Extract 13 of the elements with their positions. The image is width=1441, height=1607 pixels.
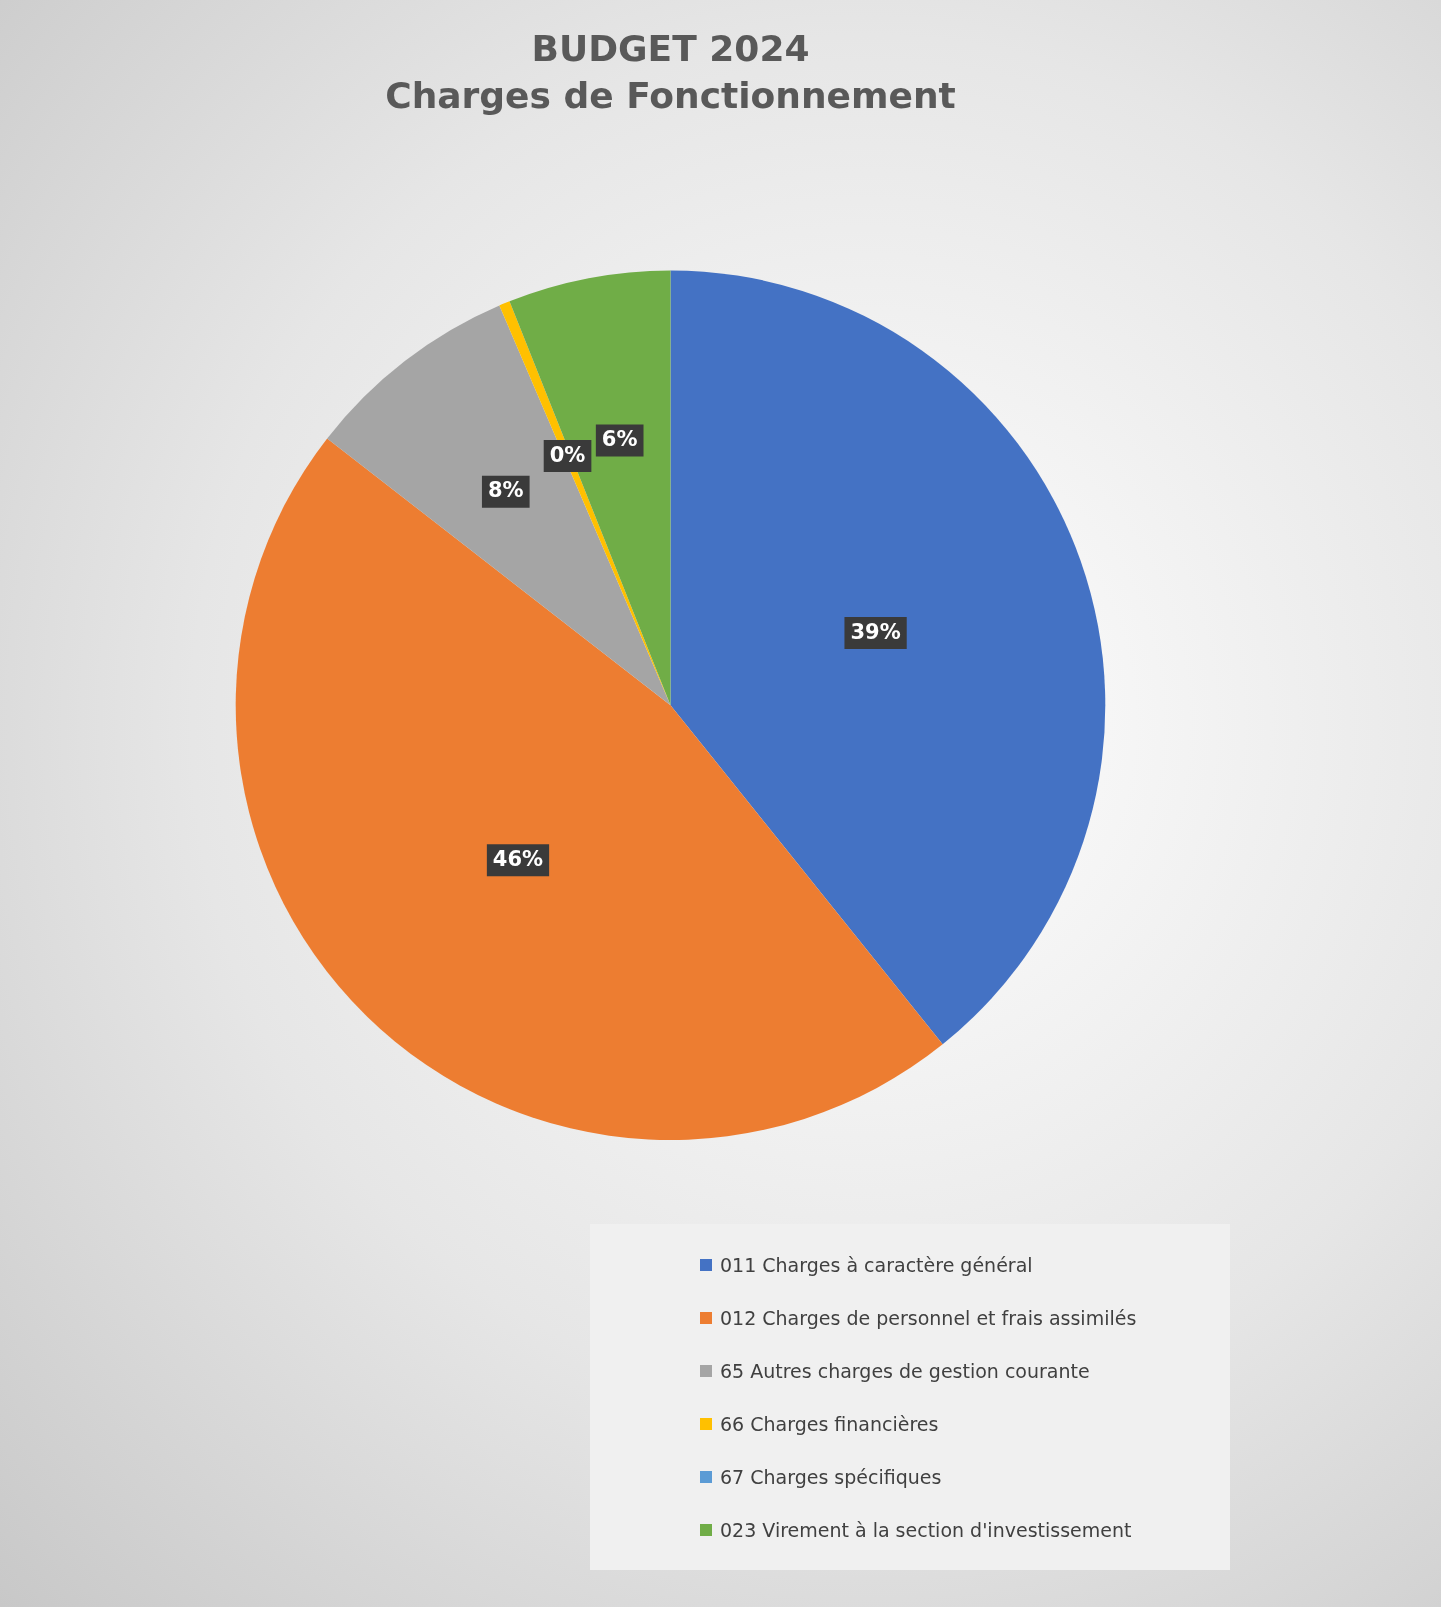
legend-label: 67 Charges spécifiques [720, 1465, 942, 1488]
legend-label: 012 Charges de personnel et frais assimilés [720, 1306, 1137, 1329]
data-label: 0% [549, 442, 586, 467]
legend-label: 65 Autres charges de gestion courante [720, 1359, 1090, 1382]
data-label: 46% [492, 846, 544, 871]
legend-label: 023 Virement à la section d'investissement [720, 1518, 1132, 1541]
chart-title: BUDGET 2024 [531, 27, 810, 69]
data-label: 39% [850, 619, 901, 644]
data-label: 8% [487, 478, 524, 503]
data-label: 6% [601, 426, 638, 451]
legend-label: 66 Charges financières [720, 1412, 939, 1435]
chart-subtitle: Charges de Fonctionnement [385, 75, 956, 117]
legend-label: 011 Charges à caractère général [720, 1253, 1033, 1276]
